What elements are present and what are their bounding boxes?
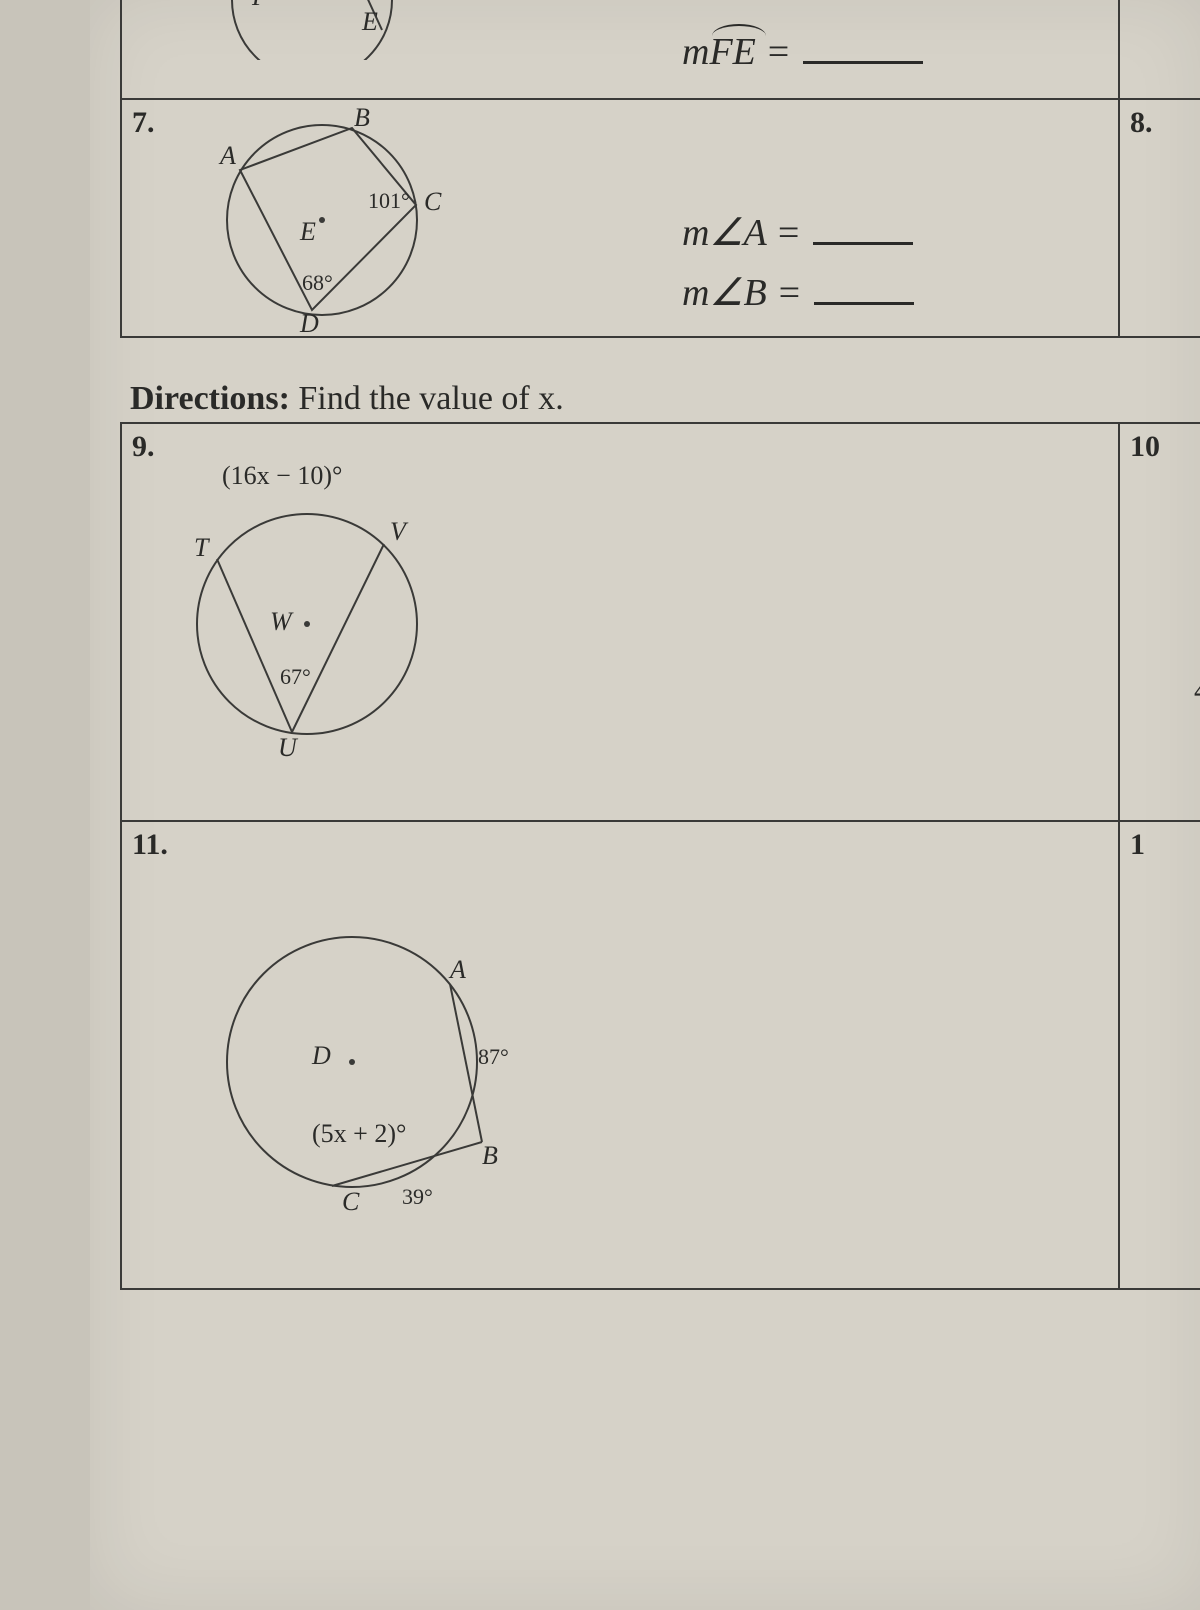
p7-ans1-text: m∠A = <box>682 212 801 254</box>
cell-11: 11. A B C D 87° 39° (5x + 2)° <box>120 820 1120 1290</box>
num-7: 7. <box>132 106 155 140</box>
fig-partial-top: F E 63° <box>182 0 442 60</box>
p7-C: C <box>424 187 442 216</box>
fig-11: A B C D 87° 39° (5x + 2)° <box>182 852 562 1272</box>
answer-mFE-text: mFE = <box>682 31 791 73</box>
answer-mFE: mFE = <box>682 30 923 74</box>
p9-U: U <box>278 733 299 762</box>
cell-12: 1 <box>1118 820 1200 1290</box>
row-top-partial: F E 63° mFE = <box>120 0 1120 100</box>
cell-7: 7. A B C D E 101° 68° m∠A = m∠B = <box>120 98 1120 338</box>
p11-C: C <box>342 1187 360 1216</box>
p9-arc: (16x − 10)° <box>222 461 342 490</box>
p11-D: D <box>311 1041 331 1070</box>
p9-T: T <box>194 533 210 562</box>
p9-W: W <box>270 607 294 636</box>
fig-9: (16x − 10)° T V U W 67° <box>152 444 472 804</box>
arc-hat-FE <box>712 24 766 36</box>
directions: Directions: Find the value of x. <box>130 380 564 418</box>
p11-39: 39° <box>402 1184 433 1209</box>
p9-67: 67° <box>280 664 311 689</box>
p11-A: A <box>448 955 466 984</box>
p7-E: E <box>299 217 316 246</box>
p9-V: V <box>390 517 409 546</box>
num-12: 1 <box>1130 828 1145 862</box>
p11-expr: (5x + 2)° <box>312 1119 406 1148</box>
num-8: 8. <box>1130 106 1153 140</box>
p7-A: A <box>218 141 236 170</box>
p7-68: 68° <box>302 270 333 295</box>
p7-ans1: m∠A = <box>682 210 913 255</box>
cell-9: 9. (16x − 10)° T V U W 67° <box>120 422 1120 822</box>
side-4: 4 <box>1194 674 1200 708</box>
label-F: F <box>251 0 269 11</box>
cell-8: 8. <box>1118 98 1200 338</box>
fig-7: A B C D E 101° 68° <box>172 100 472 340</box>
label-E: E <box>361 7 378 36</box>
worksheet-sheet: F E 63° mFE = 7. A B C D E 101° 68° m∠A … <box>90 0 1200 1610</box>
p7-B: B <box>354 103 370 132</box>
num-11: 11. <box>132 828 168 862</box>
p7-ans2: m∠B = <box>682 270 914 315</box>
p11-87: 87° <box>478 1044 509 1069</box>
cell-10: 10 4 <box>1118 422 1200 822</box>
directions-bold: Directions: <box>130 380 290 417</box>
num-10: 10 <box>1130 430 1160 464</box>
directions-rest: Find the value of x. <box>290 380 564 417</box>
p7-D: D <box>299 309 319 338</box>
p7-ans2-text: m∠B = <box>682 272 802 314</box>
p7-101: 101° <box>368 188 410 213</box>
p11-B: B <box>482 1141 498 1170</box>
